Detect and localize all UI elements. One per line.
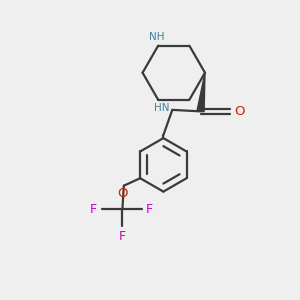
Text: O: O xyxy=(117,187,128,200)
Polygon shape xyxy=(197,73,205,112)
Text: O: O xyxy=(235,105,245,118)
Text: F: F xyxy=(146,203,153,216)
Text: F: F xyxy=(90,203,97,216)
Text: HN: HN xyxy=(154,103,170,113)
Text: NH: NH xyxy=(149,32,164,42)
Text: F: F xyxy=(119,230,126,243)
